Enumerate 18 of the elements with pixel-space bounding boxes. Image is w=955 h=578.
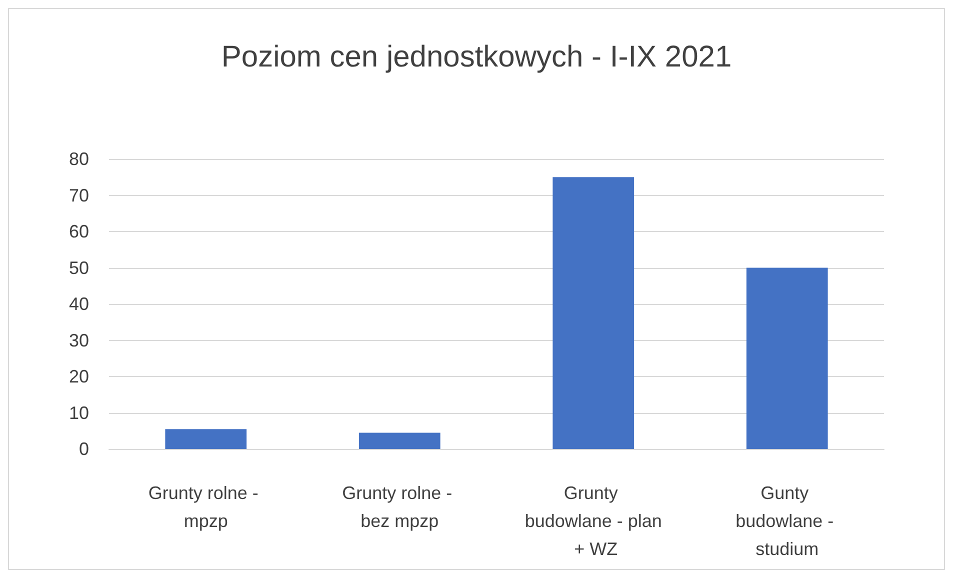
x-tick-label: Grunty budowlane - plan + WZ xyxy=(524,483,662,559)
bar xyxy=(358,432,440,449)
y-tick-label: 50 xyxy=(68,258,89,278)
chart-title: Poziom cen jednostkowych - I-IX 2021 xyxy=(221,40,732,74)
bar xyxy=(552,177,634,449)
y-tick-label: 20 xyxy=(68,366,89,386)
y-tick-label: 70 xyxy=(68,185,89,206)
y-tick-label: 0 xyxy=(78,439,89,459)
y-tick-label: 60 xyxy=(68,222,89,242)
y-tick-label: 40 xyxy=(68,294,89,314)
y-tick-label: 80 xyxy=(68,149,89,169)
bar xyxy=(165,429,247,449)
y-tick-label: 30 xyxy=(68,330,89,350)
x-tick-label: Grunty rolne - bez mpzp xyxy=(342,483,458,531)
bar xyxy=(746,268,828,449)
x-tick-label: Grunty rolne - mpzp xyxy=(148,483,264,531)
x-tick-label: Gunty budowlane - studium xyxy=(736,483,839,559)
y-tick-label: 10 xyxy=(68,402,89,423)
